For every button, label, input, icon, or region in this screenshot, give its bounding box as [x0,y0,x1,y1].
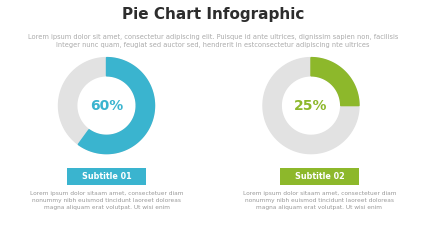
Text: Subtitle 02: Subtitle 02 [295,172,344,181]
Polygon shape [78,58,155,154]
FancyBboxPatch shape [280,168,359,185]
Text: 25%: 25% [294,99,328,113]
Text: Lorem ipsum dolor sitaam amet, consectetuer diam
nonummy nibh euismod tincidunt : Lorem ipsum dolor sitaam amet, consectet… [30,191,183,210]
Text: 60%: 60% [90,99,123,113]
Text: Pie Chart Infographic: Pie Chart Infographic [122,7,304,22]
Text: Lorem ipsum dolor sit amet, consectetur adipiscing elit. Puisque id ante ultrice: Lorem ipsum dolor sit amet, consectetur … [28,34,398,48]
Polygon shape [311,58,359,106]
Text: Subtitle 01: Subtitle 01 [82,172,131,181]
Polygon shape [58,58,155,154]
Text: Lorem ipsum dolor sitaam amet, consectetuer diam
nonummy nibh euismod tincidunt : Lorem ipsum dolor sitaam amet, consectet… [243,191,396,210]
FancyBboxPatch shape [67,168,146,185]
Polygon shape [263,58,359,154]
